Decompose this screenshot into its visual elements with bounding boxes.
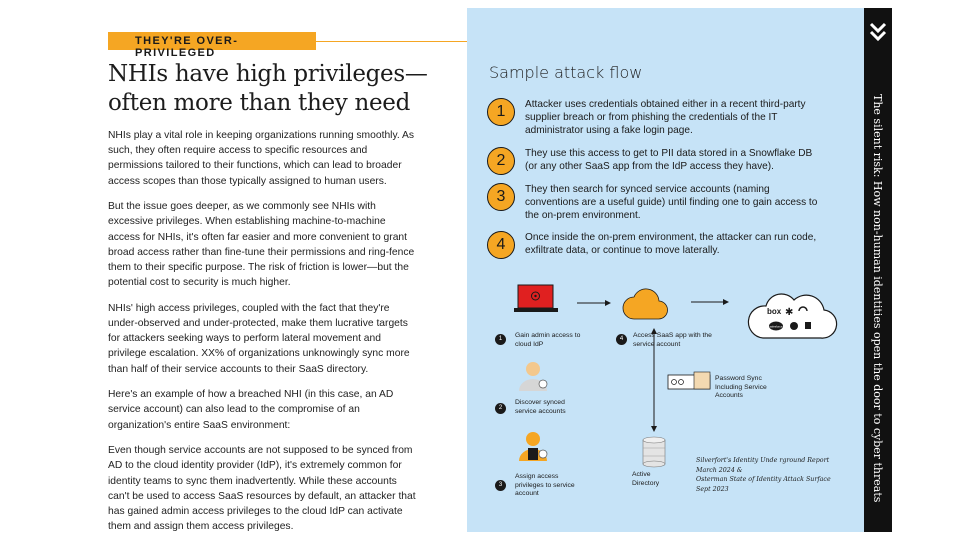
arrow-right (691, 299, 729, 305)
chevron-down-icon[interactable] (864, 8, 892, 54)
vertical-title: The silent risk: How non-human identitie… (871, 94, 884, 503)
discover-label: Discover synced service accounts (515, 399, 566, 415)
citation: Silverfort's Identity Unde rground Repor… (696, 456, 856, 495)
sidebar: The silent risk: How non-human identitie… (864, 8, 892, 532)
user-admin-icon (519, 432, 548, 461)
assign-label: Assign access privileges to service acco… (515, 473, 575, 498)
paragraph: NHIs' high access privileges, coupled wi… (108, 302, 410, 375)
database-icon (642, 436, 666, 468)
headline: NHIs have high privileges—often more tha… (108, 61, 428, 116)
server-icon (667, 371, 711, 390)
diagram-step-number: 3 (495, 480, 506, 491)
article-body: NHIs play a vital role in keeping organi… (108, 128, 420, 540)
panel-title: Sample attack flow (489, 63, 643, 82)
citation-line: Osterman State of Identity Attack Surfac… (696, 476, 831, 484)
step-number: 2 (487, 147, 515, 175)
step-text: Attacker uses credentials obtained eithe… (525, 99, 806, 136)
step-number: 4 (487, 231, 515, 259)
diagram-step-number: 1 (495, 334, 506, 345)
user-icon (519, 362, 548, 391)
svg-text:✱: ✱ (785, 307, 793, 318)
access-saas-label: Access SaaS app with the service account (633, 332, 712, 348)
password-sync-label: Password Sync Including Service Accounts (715, 375, 767, 400)
paragraph: Even though service accounts are not sup… (108, 445, 416, 533)
box-logo: box (767, 307, 782, 316)
laptop-icon (514, 284, 558, 312)
citation-line: Silverfort's Identity Unde rground Repor… (696, 457, 830, 464)
step-text: Once inside the on-prem environment, the… (525, 232, 817, 256)
step-text: They use this access to get to PII data … (525, 148, 813, 172)
gain-admin-label: Gain admin access to cloud IdP (515, 332, 581, 348)
attack-flow-diagram: box ✱ salesforce (467, 278, 864, 532)
step-number: 3 (487, 183, 515, 211)
diagram-graphics: box ✱ salesforce (514, 284, 838, 468)
salesforce-logo: salesforce (770, 325, 783, 329)
step-number: 1 (487, 98, 515, 126)
paragraph: Here's an example of how a breached NHI … (108, 389, 394, 431)
paragraph: But the issue goes deeper, as we commonl… (108, 201, 415, 289)
step-text: They then search for synced service acco… (525, 184, 818, 221)
cloud-apps-icon: box ✱ salesforce (747, 293, 838, 339)
arrow-right (577, 300, 611, 306)
citation-line: Sept 2023 (696, 486, 729, 494)
diagram-step-number: 2 (495, 403, 506, 414)
diagram-step-number: 4 (616, 334, 627, 345)
paragraph: NHIs play a vital role in keeping organi… (108, 130, 415, 187)
active-directory-label: Active Directory (632, 471, 660, 487)
attack-flow-panel: Sample attack flow 1 Attacker uses crede… (467, 8, 864, 532)
sync-arrow (651, 328, 657, 432)
cloud-icon (622, 288, 668, 320)
section-tag: THEY'RE OVER-PRIVILEGED (108, 32, 316, 59)
citation-line: March 2024 & (696, 466, 743, 474)
